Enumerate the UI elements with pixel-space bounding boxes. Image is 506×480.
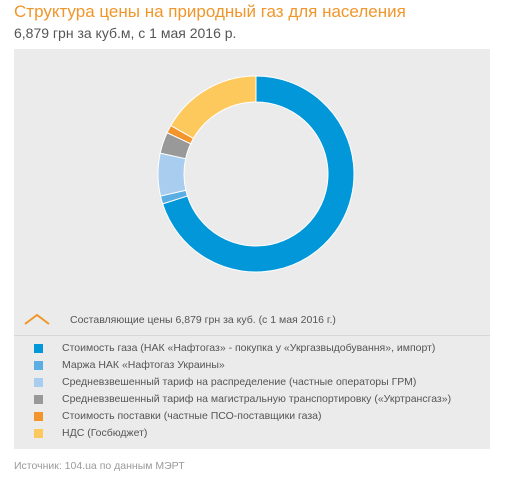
chart-title: Структура цены на природный газ для насе… [14,2,406,21]
legend-item[interactable]: Маржа НАК «Нафтогаз Украины» [14,358,490,374]
donut-slice[interactable] [157,152,187,197]
legend-label: Маржа НАК «Нафтогаз Украины» [62,359,225,371]
donut-chart [157,75,355,273]
legend-divider [14,335,490,336]
legend-item[interactable]: Средневзвешенный тариф на магистральную … [14,392,490,408]
legend-label: Стоимость газа (НАК «Нафтогаз» - покупка… [62,342,436,354]
legend-label: Средневзвешенный тариф на распределение … [62,376,417,388]
legend-swatch [34,412,43,421]
legend-swatch [34,378,43,387]
donut-slice[interactable] [162,75,355,273]
chart-subtitle: 6,879 грн за куб.м, с 1 мая 2016 р. [14,25,237,41]
legend-label: Средневзвешенный тариф на магистральную … [62,393,452,405]
legend-swatch [34,344,43,353]
legend-item[interactable]: Стоимость поставки (частные ПСО-поставщи… [14,409,490,425]
legend-label: НДС (Госбюджет) [62,427,148,439]
legend-item[interactable]: Стоимость газа (НАК «Нафтогаз» - покупка… [14,341,490,357]
legend-swatch [34,429,43,438]
legend-label: Стоимость поставки (частные ПСО-поставщи… [62,410,322,422]
legend-swatch [34,361,43,370]
donut-slice[interactable] [170,75,257,140]
legend-header-label: Составляющие цены 6,879 грн за куб. (с 1… [70,314,336,326]
legend-header[interactable]: Составляющие цены 6,879 грн за куб. (с 1… [22,311,482,329]
legend-swatch [34,395,43,404]
legend-item[interactable]: НДС (Госбюджет) [14,426,490,442]
chart-panel: Составляющие цены 6,879 грн за куб. (с 1… [14,49,490,449]
source-note: Источник: 104.ua по данным МЭРТ [14,460,185,472]
legend-item[interactable]: Средневзвешенный тариф на распределение … [14,375,490,391]
caret-up-icon[interactable] [24,313,50,325]
